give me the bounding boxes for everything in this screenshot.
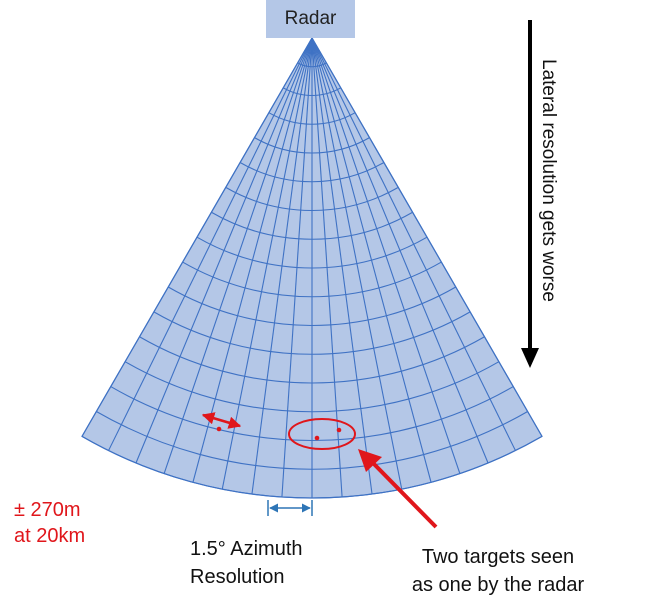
target-dot-2 <box>336 427 342 433</box>
resolution-value-label: ± 270m at 20km <box>14 497 144 549</box>
cell-width-arrow <box>201 412 242 429</box>
range-arc-line <box>211 211 413 240</box>
azimuth-line1: 1.5° Azimuth <box>190 538 303 560</box>
targets-line2: as one by the radar <box>411 574 585 596</box>
targets-pointer-arrow-head <box>358 449 382 472</box>
range-arc-line <box>282 87 342 97</box>
azimuth-radial-line <box>311 37 543 437</box>
target-dot-left <box>216 426 222 432</box>
resolution-value-line1: ± 270m <box>14 499 81 521</box>
range-arc-line <box>268 112 356 125</box>
range-arc-line <box>124 361 500 413</box>
targets-line1: Two targets seen <box>421 546 575 568</box>
range-arc-line <box>110 386 514 442</box>
range-arc-line <box>254 137 370 154</box>
range-arc-line <box>297 62 327 68</box>
target-dot-1 <box>314 435 320 441</box>
lateral-resolution-arrow-head <box>521 348 539 368</box>
lateral-resolution-label: Lateral resolution gets worse <box>538 59 559 302</box>
range-azimuth-grid <box>81 37 543 499</box>
targets-pointer-arrow-shaft <box>370 460 438 529</box>
range-arc-line <box>182 261 442 298</box>
range-arc-line <box>225 186 399 211</box>
range-arc-line <box>139 336 485 384</box>
azimuth-line2: Resolution <box>190 566 285 588</box>
range-arc-line <box>153 311 471 355</box>
range-arc-line <box>239 162 385 183</box>
range-arc-line <box>167 286 457 327</box>
range-arc-line <box>96 410 528 470</box>
resolution-value-line2: at 20km <box>14 525 86 547</box>
azimuth-resolution-label: 1.5° Azimuth Resolution <box>190 535 360 591</box>
two-targets-ellipse <box>288 418 356 450</box>
two-targets-label: Two targets seen as one by the radar <box>388 543 608 599</box>
radar-label-box: Radar <box>266 0 355 38</box>
radar-label: Radar <box>284 8 337 29</box>
range-arc-line <box>81 435 543 499</box>
range-arc-line <box>196 236 428 269</box>
